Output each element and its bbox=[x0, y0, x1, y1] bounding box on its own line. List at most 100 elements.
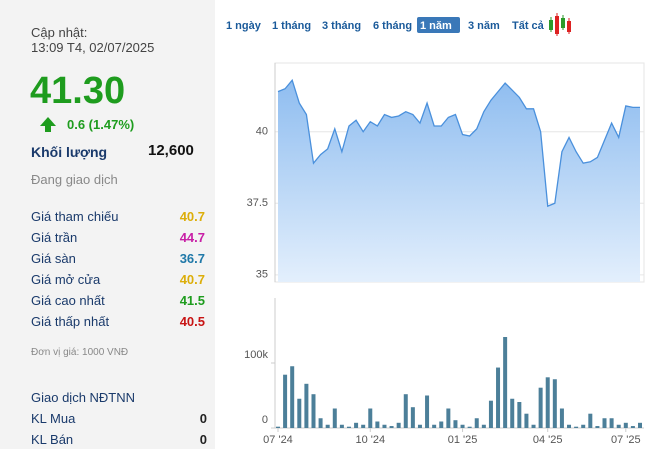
volume-bar bbox=[382, 424, 387, 428]
volume-bar bbox=[488, 400, 493, 428]
tab[interactable]: Tất cả bbox=[512, 20, 545, 32]
tab-active-bg bbox=[417, 17, 460, 33]
volume-bar bbox=[623, 422, 628, 428]
updated-label: Cập nhật: bbox=[31, 25, 88, 40]
volume-bar bbox=[567, 424, 572, 428]
candle-icon bbox=[555, 16, 559, 34]
tab-label[interactable]: 3 năm bbox=[468, 20, 500, 32]
volume-bar bbox=[581, 424, 586, 428]
volume-bar bbox=[389, 426, 394, 428]
volume-bar bbox=[574, 426, 579, 428]
volume-bar bbox=[588, 413, 593, 428]
status: Đang giao dịch bbox=[31, 172, 118, 187]
tab-label[interactable]: 1 năm bbox=[420, 20, 452, 32]
tab-label[interactable]: 1 tháng bbox=[272, 20, 311, 32]
volume-bar bbox=[432, 424, 437, 428]
volume-bar bbox=[453, 420, 458, 428]
volume-bar bbox=[304, 383, 309, 428]
stat-value: 40.5 bbox=[179, 314, 205, 329]
y-tick-label: 100k bbox=[244, 349, 268, 361]
y-tick-label: 0 bbox=[262, 414, 268, 426]
foreign-value: 0 bbox=[199, 432, 207, 447]
tab-label[interactable]: 3 tháng bbox=[322, 20, 361, 32]
volume: 12,600 bbox=[148, 142, 194, 159]
stat-label: Giá sàn bbox=[31, 251, 76, 266]
volume-bar bbox=[503, 337, 508, 428]
volume-bar bbox=[545, 377, 550, 428]
volume-bar bbox=[396, 422, 401, 428]
up-arrow bbox=[40, 117, 56, 126]
volume-bar bbox=[460, 424, 465, 428]
volume-bar bbox=[311, 394, 316, 428]
volume-bar bbox=[417, 424, 422, 428]
tab-label[interactable]: 1 ngày bbox=[226, 20, 262, 32]
volume-bar bbox=[481, 424, 486, 428]
volume-bar bbox=[552, 379, 557, 428]
volume-bar bbox=[616, 424, 621, 428]
foreign-title: Giao dịch NĐTNN bbox=[31, 390, 136, 405]
stat-label: Giá tham chiếu bbox=[31, 209, 119, 224]
stat-value: 41.5 bbox=[179, 293, 205, 308]
quote-panel: Cập nhật: 13:09 T4, 02/07/2025 41.30 0.6… bbox=[0, 0, 215, 449]
volume-bar bbox=[538, 387, 543, 428]
stat-value: 36.7 bbox=[179, 251, 205, 266]
tab[interactable]: 1 tháng bbox=[272, 20, 311, 32]
tab[interactable]: 1 ngày bbox=[226, 20, 262, 32]
tab-label[interactable]: 6 tháng bbox=[373, 20, 412, 32]
tab-label[interactable]: Tất cả bbox=[512, 20, 545, 32]
volume-bar bbox=[496, 367, 501, 428]
volume-bar bbox=[318, 418, 323, 428]
volume-bar bbox=[439, 421, 444, 428]
x-tick-label: 01 '25 bbox=[448, 434, 478, 446]
volume-bar bbox=[474, 418, 479, 428]
volume-bar bbox=[425, 395, 430, 428]
candle-icon bbox=[567, 21, 571, 32]
volume-bar bbox=[602, 418, 607, 428]
x-tick-label: 07 '25 bbox=[611, 434, 641, 446]
volume-bar bbox=[595, 426, 600, 428]
unit: Đơn vị giá: 1000 VNĐ bbox=[31, 347, 129, 358]
volume-bar bbox=[375, 421, 380, 428]
volume-bar bbox=[346, 426, 351, 428]
volume-bar bbox=[332, 408, 337, 428]
area-fill bbox=[278, 80, 640, 282]
volume-bar bbox=[354, 422, 359, 428]
volume-bar bbox=[325, 424, 330, 428]
tab[interactable]: 3 năm bbox=[468, 20, 500, 32]
stat-label: Giá cao nhất bbox=[31, 293, 105, 308]
tab[interactable]: 3 tháng bbox=[322, 20, 361, 32]
volume-bar bbox=[517, 402, 522, 428]
volume-bar bbox=[609, 418, 614, 428]
updated-time: 13:09 T4, 02/07/2025 bbox=[31, 40, 155, 55]
stat-value: 40.7 bbox=[179, 209, 205, 224]
x-tick-label: 10 '24 bbox=[355, 434, 385, 446]
foreign-label: KL Bán bbox=[31, 432, 74, 447]
foreign-label: KL Mua bbox=[31, 411, 76, 426]
volume-bar bbox=[297, 398, 302, 428]
volume-bar bbox=[290, 366, 295, 428]
change: 0.6 (1.47%) bbox=[67, 117, 135, 132]
volume-bar bbox=[361, 424, 366, 428]
stat-label: Giá thấp nhất bbox=[31, 314, 110, 329]
volume-bar bbox=[446, 408, 451, 428]
stat-value: 44.7 bbox=[179, 230, 205, 245]
y-tick-label: 40 bbox=[256, 126, 268, 138]
price-line bbox=[277, 78, 640, 208]
stat-label: Giá mở cửa bbox=[31, 272, 101, 287]
up-arrow-stem bbox=[45, 126, 51, 132]
volume-bar bbox=[467, 426, 472, 428]
candle-icon bbox=[549, 20, 553, 30]
y-tick-label: 35 bbox=[256, 269, 268, 281]
volume-bar bbox=[368, 408, 373, 428]
foreign-value: 0 bbox=[199, 411, 207, 426]
tab[interactable]: 1 năm bbox=[417, 17, 460, 33]
volume-bar bbox=[559, 408, 564, 428]
y-tick-label: 37.5 bbox=[247, 197, 268, 209]
tab[interactable]: 6 tháng bbox=[373, 20, 412, 32]
volume-bar bbox=[510, 398, 515, 428]
x-tick-label: 04 '25 bbox=[533, 434, 563, 446]
volume-bar bbox=[638, 422, 642, 428]
candle-icon bbox=[561, 18, 565, 28]
stat-label: Giá trần bbox=[31, 230, 78, 245]
